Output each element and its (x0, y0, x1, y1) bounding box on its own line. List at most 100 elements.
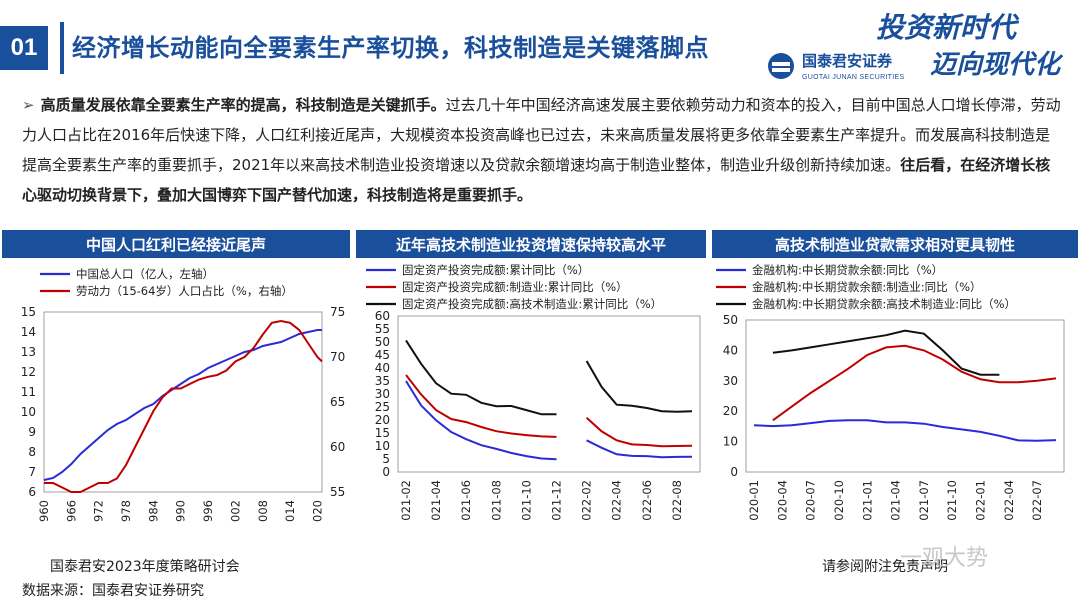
chart2-ytick-12: 60 (375, 309, 390, 323)
chart1-ytick-left-3: 9 (28, 425, 36, 439)
chart2-series-2 (405, 339, 693, 416)
chart2-ytick-8: 40 (375, 361, 390, 375)
chart1-ytick-left-8: 14 (21, 325, 36, 339)
company-logo: 国泰君安证券 GUOTAI JUNAN SECURITIES (768, 50, 904, 81)
chart2-series-0 (405, 380, 693, 461)
chart-population: 6 7 8 9 10 11 12 13 14 15 55 60 65 70 75 1960 1966 1972 19… (21, 267, 346, 522)
chart3-xtick-3: 2020-10 (832, 480, 846, 522)
chart3-xtick-1: 2020-04 (775, 480, 789, 522)
chart2-ytick-5: 25 (375, 400, 390, 414)
page-title: 经济增长动能向全要素生产率切换，科技制造是关键落脚点 (72, 34, 709, 62)
chart2-ytick-11: 55 (375, 322, 390, 336)
chart2-ytick-9: 45 (375, 348, 390, 362)
footer-event: 国泰君安2023年度策略研讨会 (50, 559, 240, 575)
chart2-series-1 (405, 374, 693, 448)
chart1-xtick-4: 1984 (146, 500, 160, 522)
chart2-xtick-3: 2021-08 (489, 480, 503, 522)
chart1-xtick-3: 1978 (119, 500, 133, 522)
chart3-legend-label-2: 金融机构:中长期贷款余额:高技术制造业:同比（%） (752, 297, 1016, 311)
footer-disclaimer: 请参阅附注免责声明 (822, 559, 948, 575)
chart2-ytick-10: 50 (375, 335, 390, 349)
chart1-series-0 (43, 329, 322, 481)
chart1-xtick-7: 2002 (228, 500, 242, 522)
chart3-xtick-5: 2021-04 (889, 480, 903, 522)
chart2-ytick-3: 15 (375, 426, 390, 440)
chart1-ytick-right-1: 60 (330, 440, 345, 454)
chart2-xtick-4: 2021-10 (519, 480, 533, 522)
chart1-ytick-right-0: 55 (330, 485, 345, 499)
chart3-title: 高技术制造业贷款需求相对更具韧性 (712, 230, 1078, 258)
chart1-xtick-8: 2008 (256, 500, 270, 522)
chart3-legend-label-0: 金融机构:中长期贷款余额:同比（%） (752, 263, 943, 277)
section-number: 01 (0, 26, 48, 70)
chart1-xtick-10: 2020 (310, 500, 324, 522)
chart1-legend-label-1: 劳动力（15-64岁）人口占比（%，右轴） (76, 284, 293, 298)
chart1-xtick-0: 1960 (37, 500, 51, 522)
chart3-xtick-2: 2020-07 (804, 480, 818, 522)
chart2-xtick-1: 2021-04 (429, 480, 443, 522)
chart2-title: 近年高技术制造业投资增速保持较高水平 (356, 230, 706, 258)
chart1-ytick-left-1: 7 (28, 465, 36, 479)
chart1-xtick-2: 1972 (92, 500, 106, 522)
chart-loans: 0 10 20 30 40 50 2020-01 2020-04 2020-07 2020-10 2… (716, 263, 1065, 522)
chart1-ytick-left-2: 8 (28, 445, 36, 459)
chart2-legend-label-0: 固定资产投资完成额:累计同比（%） (402, 263, 589, 277)
chart2-xtick-9: 2022-08 (670, 480, 684, 522)
slogan-line-2: 迈向现代化 (930, 50, 1061, 80)
chart1-ytick-left-7: 13 (21, 345, 36, 359)
chart1-ytick-left-9: 15 (21, 305, 36, 319)
chart2-xtick-5: 2021-12 (550, 480, 564, 522)
logo-name-cn: 国泰君安证券 (802, 52, 893, 70)
chart1-xtick-5: 1990 (174, 500, 188, 522)
chart3-series-2 (772, 329, 1000, 376)
chart1-title: 中国人口红利已经接近尾声 (2, 230, 350, 258)
chart1-xtick-1: 1966 (64, 500, 78, 522)
summary-paragraph: ➢ 高质量发展依靠全要素生产率的提高，科技制造是关键抓手。过去几十年中国经济高速发… (22, 90, 1062, 210)
chart1-xtick-6: 1996 (201, 500, 215, 522)
chart3-xtick-6: 2021-07 (917, 480, 931, 522)
chart1-legend-label-0: 中国总人口（亿人，左轴） (76, 267, 214, 281)
logo-mark-icon (768, 52, 794, 79)
chart2-plot-frame (397, 315, 701, 473)
chart1-ytick-right-4: 75 (330, 305, 345, 319)
chart3-plot-frame (745, 319, 1065, 473)
slogan-line-1: 投资新时代 (876, 11, 1017, 44)
chart1-ytick-left-0: 6 (28, 485, 36, 499)
chart2-xtick-0: 2021-02 (399, 480, 413, 522)
chart3-xtick-8: 2022-01 (974, 480, 988, 522)
chart2-xtick-7: 2022-04 (610, 480, 624, 522)
chart3-xtick-7: 2021-10 (945, 480, 959, 522)
chart3-xtick-9: 2022-04 (1002, 480, 1016, 522)
chart3-ytick-3: 30 (723, 374, 738, 388)
chart3-ytick-2: 20 (723, 404, 738, 418)
chart3-xtick-10: 2022-07 (1030, 480, 1044, 522)
chart3-ytick-0: 0 (730, 465, 738, 479)
chart2-xtick-6: 2022-02 (580, 480, 594, 522)
chart2-xtick-2: 2021-06 (459, 480, 473, 522)
chart1-ytick-left-4: 10 (21, 405, 36, 419)
chart3-xtick-0: 2020-01 (747, 480, 761, 522)
chart2-ytick-4: 20 (375, 413, 390, 427)
chart3-series-0 (753, 419, 1057, 442)
summary-lead: 高质量发展依靠全要素生产率的提高，科技制造是关键抓手。 (40, 96, 446, 114)
watermark: 一观大势 (900, 546, 989, 571)
chart2-ytick-7: 35 (375, 374, 390, 388)
chart1-plot-frame (43, 311, 323, 493)
chart1-ytick-right-2: 65 (330, 395, 345, 409)
chart2-ytick-0: 0 (382, 465, 390, 479)
summary-tail: 往后看，在经济增长核心驱动切换背景下，叠加大国博弈下国产替代加速，科技制造将是重… (22, 156, 1051, 204)
chart2-legend-label-2: 固定资产投资完成额:高技术制造业:累计同比（%） (402, 297, 662, 311)
footer-source: 数据来源：国泰君安证券研究 (22, 583, 204, 599)
chart1-ytick-left-5: 11 (21, 385, 36, 399)
chart2-ytick-1: 5 (382, 452, 390, 466)
chart1-xtick-9: 2014 (283, 500, 297, 522)
chart2-legend-label-1: 固定资产投资完成额:制造业:累计同比（%） (402, 280, 628, 294)
summary-body: 过去几十年中国经济高速发展主要依赖劳动力和资本的投入，目前中国总人口增长停滞，劳… (22, 96, 1061, 174)
chart3-legend-label-1: 金融机构:中长期贷款余额:制造业:同比（%） (752, 280, 982, 294)
header-divider (60, 22, 64, 74)
logo-name-en: GUOTAI JUNAN SECURITIES (802, 74, 905, 81)
bullet-arrow-icon: ➢ (22, 96, 35, 114)
chart1-series-1 (44, 319, 323, 493)
chart1-ytick-left-6: 12 (21, 365, 36, 379)
